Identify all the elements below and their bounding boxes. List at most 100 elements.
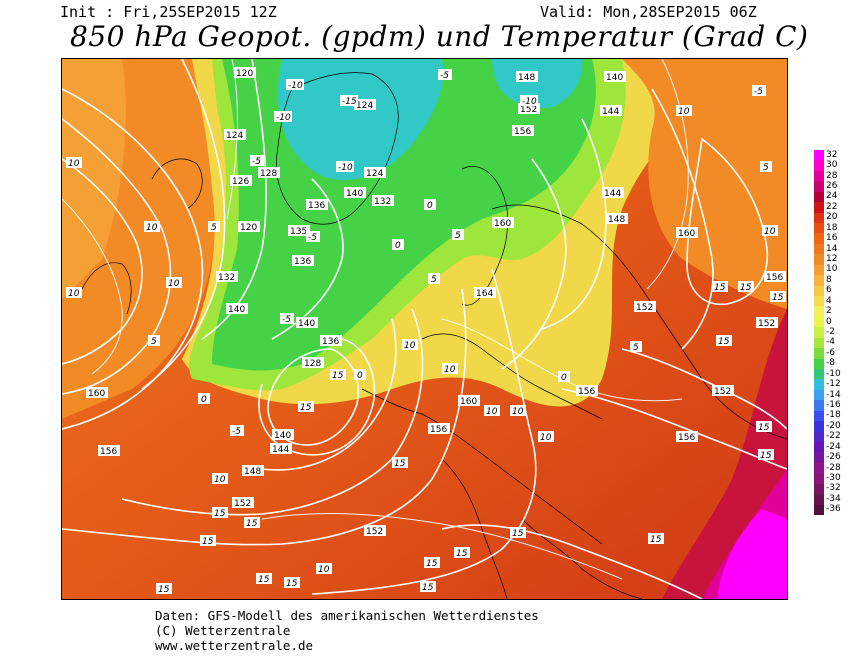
svg-text:156: 156 bbox=[430, 425, 447, 435]
geo-label: 152 bbox=[518, 103, 540, 115]
temp-label: 0 bbox=[392, 239, 404, 251]
temp-field-cyan-north bbox=[492, 59, 583, 109]
geo-label: 124 bbox=[224, 129, 246, 141]
weather-map: 120 120 124 124 124 126 128 128 132 132 … bbox=[61, 58, 788, 600]
temp-label: 10 bbox=[538, 431, 554, 443]
temp-label: 15 bbox=[716, 335, 732, 347]
temp-label: 15 bbox=[510, 527, 526, 539]
svg-text:164: 164 bbox=[476, 289, 493, 299]
legend-swatch bbox=[814, 389, 824, 401]
legend-swatch bbox=[814, 212, 824, 224]
geo-label: 124 bbox=[364, 167, 386, 179]
svg-text:15: 15 bbox=[760, 451, 772, 461]
temp-label: 10 bbox=[402, 339, 418, 351]
legend-label: 32 bbox=[826, 149, 838, 160]
geo-label: 152 bbox=[756, 317, 778, 329]
svg-text:15: 15 bbox=[512, 529, 524, 539]
coastlines bbox=[81, 72, 787, 599]
svg-text:15: 15 bbox=[246, 519, 258, 529]
geo-label: 152 bbox=[634, 301, 656, 313]
svg-text:160: 160 bbox=[494, 219, 511, 229]
svg-text:5: 5 bbox=[431, 275, 437, 285]
svg-text:124: 124 bbox=[226, 131, 243, 141]
temp-label: 15 bbox=[454, 547, 470, 559]
temp-label: -5 bbox=[752, 85, 766, 97]
legend-label: 0 bbox=[826, 316, 832, 327]
legend-swatch bbox=[814, 348, 824, 360]
svg-text:140: 140 bbox=[274, 431, 291, 441]
svg-text:-5: -5 bbox=[308, 233, 317, 243]
temp-label: 15 bbox=[212, 507, 228, 519]
svg-text:10: 10 bbox=[214, 475, 226, 485]
svg-text:15: 15 bbox=[394, 459, 406, 469]
legend-labels: 32 30 28 26 24 22 20 18 16 14 12 10 8 6 4 2 0 -2 -4 -6 -8 -10… bbox=[826, 150, 850, 515]
temp-label: 15 bbox=[256, 573, 272, 585]
svg-text:-5: -5 bbox=[232, 427, 241, 437]
temp-label: 10 bbox=[66, 287, 82, 299]
temp-label: 5 bbox=[428, 273, 440, 285]
legend-swatch bbox=[814, 285, 824, 297]
svg-text:-10: -10 bbox=[522, 97, 537, 107]
svg-text:152: 152 bbox=[636, 303, 653, 313]
svg-text:5: 5 bbox=[151, 337, 157, 347]
geo-label: 156 bbox=[576, 385, 598, 397]
geo-label: 156 bbox=[512, 125, 534, 137]
legend-label: 22 bbox=[826, 201, 838, 212]
geo-label: 124 bbox=[354, 99, 376, 111]
svg-text:132: 132 bbox=[374, 197, 391, 207]
legend-swatch bbox=[814, 421, 824, 433]
svg-text:10: 10 bbox=[444, 365, 456, 375]
legend-label: -6 bbox=[826, 347, 835, 358]
temp-label: 15 bbox=[758, 449, 774, 461]
svg-text:120: 120 bbox=[236, 69, 253, 79]
svg-text:160: 160 bbox=[678, 229, 695, 239]
legend-swatch bbox=[814, 400, 824, 412]
temp-label: -5 bbox=[438, 69, 452, 81]
geo-label: 132 bbox=[216, 271, 238, 283]
svg-text:10: 10 bbox=[486, 407, 498, 417]
legend-label: 4 bbox=[826, 295, 832, 306]
geo-label: 135 bbox=[288, 225, 310, 237]
legend-label: 18 bbox=[826, 222, 838, 233]
svg-text:148: 148 bbox=[608, 215, 625, 225]
temp-label: -10 bbox=[274, 111, 292, 123]
svg-text:10: 10 bbox=[68, 289, 80, 299]
temp-label: 0 bbox=[354, 369, 366, 381]
temp-label: 5 bbox=[630, 341, 642, 353]
temp-label: 10 bbox=[212, 473, 228, 485]
geo-label: 132 bbox=[372, 195, 394, 207]
legend-label: -20 bbox=[826, 420, 841, 431]
svg-text:0: 0 bbox=[427, 201, 433, 211]
map-canvas: 120 120 124 124 124 126 128 128 132 132 … bbox=[62, 59, 787, 599]
temp-label: -5 bbox=[230, 425, 244, 437]
temp-label: 15 bbox=[738, 281, 754, 293]
svg-text:5: 5 bbox=[211, 223, 217, 233]
legend-color-bar bbox=[814, 150, 824, 516]
temp-label: 5 bbox=[208, 221, 220, 233]
svg-text:-15: -15 bbox=[342, 97, 357, 107]
geo-label: 144 bbox=[602, 187, 624, 199]
geo-label: 126 bbox=[230, 175, 252, 187]
temp-field-cyan bbox=[277, 59, 443, 180]
temperature-legend: 32 30 28 26 24 22 20 18 16 14 12 10 8 6 4 2 0 -2 -4 -6 -8 -10… bbox=[812, 150, 850, 516]
temp-label: 10 bbox=[66, 157, 82, 169]
svg-text:-5: -5 bbox=[282, 315, 291, 325]
legend-label: 20 bbox=[826, 212, 838, 223]
geo-label: 160 bbox=[492, 217, 514, 229]
svg-text:152: 152 bbox=[234, 499, 251, 509]
svg-text:152: 152 bbox=[366, 527, 383, 537]
legend-swatch bbox=[814, 369, 824, 380]
geo-label: 140 bbox=[296, 317, 318, 329]
legend-label: -26 bbox=[826, 452, 841, 463]
svg-text:144: 144 bbox=[604, 189, 621, 199]
svg-text:15: 15 bbox=[214, 509, 226, 519]
temp-label: 15 bbox=[200, 535, 216, 547]
legend-swatch bbox=[814, 306, 824, 318]
footer-data-source: Daten: GFS-Modell des amerikanischen Wet… bbox=[155, 608, 539, 623]
legend-label: 24 bbox=[826, 191, 838, 202]
temp-label: 5 bbox=[148, 335, 160, 347]
geo-label: 156 bbox=[676, 431, 698, 443]
legend-swatch bbox=[814, 264, 824, 276]
svg-text:15: 15 bbox=[456, 549, 468, 559]
svg-text:0: 0 bbox=[357, 371, 363, 381]
